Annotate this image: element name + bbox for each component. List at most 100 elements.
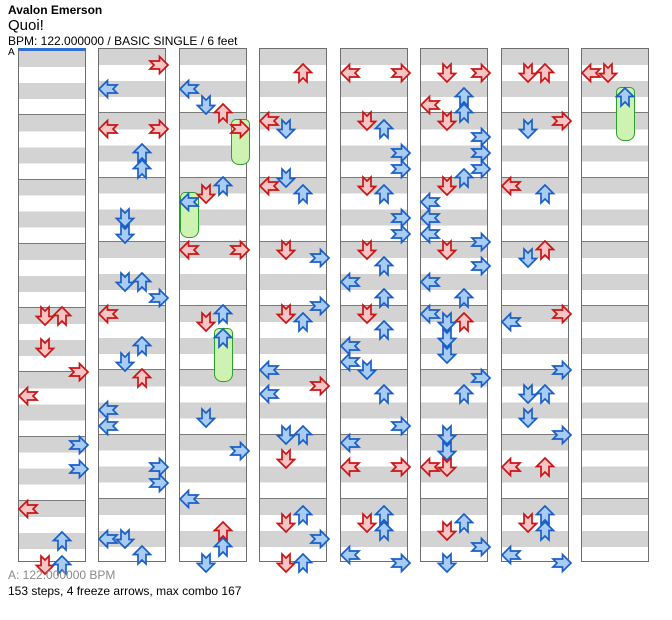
note-down-arrow-icon [275, 447, 297, 469]
note-down-arrow-icon [275, 302, 297, 325]
note-right-arrow-icon [147, 118, 170, 140]
note-up-arrow-icon [373, 319, 395, 342]
note-down-arrow-icon [436, 455, 458, 477]
measure-line [99, 433, 165, 435]
note-right-arrow-icon [228, 118, 251, 140]
measure-line [582, 497, 648, 499]
note-right-arrow-icon [550, 423, 573, 446]
footer-stats-line: 153 steps, 4 freeze arrows, max combo 16… [8, 584, 242, 598]
note-left-arrow-icon [339, 351, 362, 373]
note-down-arrow-icon [436, 110, 458, 132]
note-up-arrow-icon [292, 424, 314, 446]
note-down-arrow-icon [356, 174, 378, 196]
measure-line [421, 112, 487, 114]
note-up-arrow-icon [292, 504, 314, 526]
note-left-arrow-icon [500, 174, 523, 197]
measure-line [99, 176, 165, 178]
note-up-arrow-icon [292, 62, 314, 85]
measure-line [582, 305, 648, 306]
measure-line [19, 307, 85, 308]
note-left-arrow-icon [339, 544, 362, 566]
note-right-arrow-icon [550, 552, 573, 574]
measure-line [582, 176, 648, 178]
note-up-arrow-icon [131, 368, 153, 390]
note-up-arrow-icon [373, 183, 395, 205]
note-left-arrow-icon [178, 488, 201, 510]
note-right-arrow-icon [389, 552, 412, 574]
note-left-arrow-icon [178, 191, 201, 213]
note-down-arrow-icon [114, 527, 136, 550]
note-down-arrow-icon [436, 311, 458, 333]
note-left-arrow-icon [17, 385, 40, 407]
note-left-arrow-icon [500, 311, 523, 333]
section-marker-label: A [8, 47, 15, 58]
note-right-arrow-icon [67, 361, 90, 383]
note-down-arrow-icon [356, 359, 378, 381]
measure-line [582, 240, 648, 242]
note-down-arrow-icon [597, 62, 619, 84]
note-up-arrow-icon [51, 530, 73, 552]
measure-line [260, 433, 326, 435]
note-right-arrow-icon [147, 287, 170, 309]
note-up-arrow-icon [534, 62, 556, 85]
artist-name: Avalon Emerson [8, 3, 103, 17]
measure-line [502, 497, 568, 499]
chart-column-7 [500, 48, 573, 574]
measure-line [341, 369, 407, 371]
note-up-arrow-icon [453, 167, 475, 189]
note-down-arrow-icon [275, 118, 297, 140]
note-left-arrow-icon [97, 118, 120, 140]
note-down-arrow-icon [517, 511, 539, 534]
note-down-arrow-icon [436, 519, 458, 542]
note-left-arrow-icon [339, 456, 362, 478]
note-down-arrow-icon [195, 311, 217, 333]
measure-line [582, 433, 648, 435]
note-up-arrow-icon [212, 520, 234, 542]
note-down-arrow-icon [356, 511, 378, 534]
chart-column-8 [580, 48, 649, 562]
measure-line [421, 176, 487, 178]
note-down-arrow-icon [34, 553, 56, 576]
note-right-arrow-icon [389, 62, 412, 84]
note-left-arrow-icon [97, 528, 120, 550]
bpm-difficulty-info: BPM: 122.000000 / BASIC SINGLE / 6 feet [8, 34, 238, 48]
note-down-arrow-icon [517, 118, 539, 140]
note-down-arrow-icon [517, 407, 539, 429]
measure-line [421, 240, 487, 242]
note-up-arrow-icon [614, 86, 636, 109]
note-up-arrow-icon [131, 544, 153, 567]
measure-line [180, 240, 246, 242]
note-left-arrow-icon [97, 415, 120, 438]
note-down-arrow-icon [34, 337, 56, 359]
note-up-arrow-icon [131, 143, 153, 165]
note-up-arrow-icon [453, 512, 475, 534]
note-right-arrow-icon [389, 158, 412, 181]
note-down-arrow-icon [275, 551, 297, 574]
measure-line [260, 369, 326, 371]
note-right-arrow-icon [308, 375, 331, 397]
note-up-arrow-icon [131, 271, 153, 293]
note-down-arrow-icon [356, 110, 378, 132]
note-up-arrow-icon [534, 520, 556, 542]
measure-line [421, 305, 487, 306]
measure-line [180, 497, 246, 499]
measure-line [502, 176, 568, 178]
note-down-arrow-icon [436, 551, 458, 574]
measure-line [19, 178, 85, 180]
note-up-arrow-icon [292, 552, 314, 575]
note-down-arrow-icon [517, 246, 539, 269]
note-up-arrow-icon [373, 255, 395, 277]
measure-line [341, 305, 407, 306]
note-left-arrow-icon [178, 78, 201, 100]
note-up-arrow-icon [373, 119, 395, 141]
note-right-arrow-icon [469, 158, 492, 181]
note-left-arrow-icon [419, 94, 442, 116]
note-left-arrow-icon [258, 359, 281, 381]
note-right-arrow-icon [550, 110, 573, 132]
note-down-arrow-icon [195, 182, 217, 204]
measure-line [341, 240, 407, 242]
measure-line [582, 112, 648, 114]
note-down-arrow-icon [436, 238, 458, 260]
measure-line [260, 497, 326, 499]
measure-line [99, 369, 165, 371]
